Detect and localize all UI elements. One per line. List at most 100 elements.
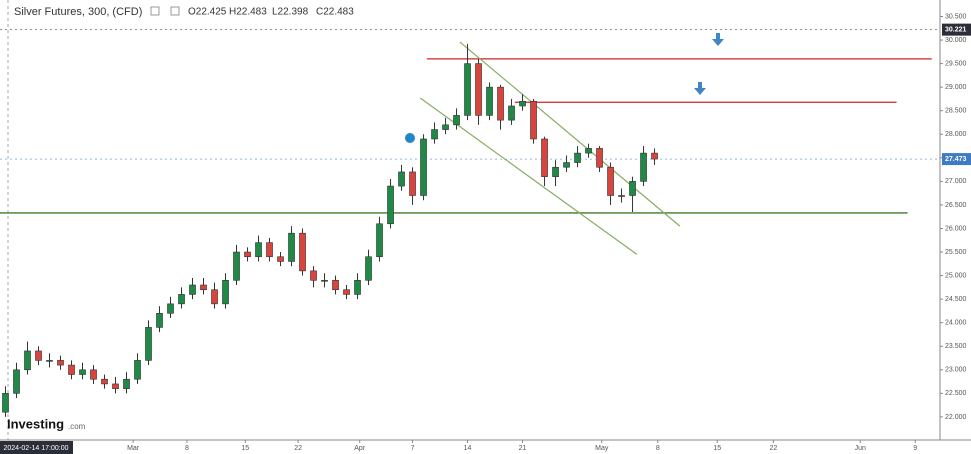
event-flag[interactable] (405, 133, 415, 143)
candle-body (431, 129, 438, 140)
candle-body (310, 270, 317, 281)
candle-body (607, 166, 614, 196)
candle-body (101, 378, 108, 385)
candle-body (244, 251, 251, 258)
candle-body (497, 86, 504, 121)
ohlc-label: H22.483 (229, 7, 267, 18)
candle-body (90, 369, 97, 380)
candle-body (145, 327, 152, 361)
y-tick-label: 25.500 (945, 249, 967, 256)
candle-body (156, 312, 163, 328)
candle-body (640, 152, 647, 182)
candle-body (508, 105, 515, 121)
x-tick-label: 15 (713, 445, 721, 452)
candle-body (387, 185, 394, 225)
x-tick-label: Jun (855, 445, 866, 452)
y-tick-label: 28.000 (945, 131, 967, 138)
candle-body (398, 171, 405, 187)
candle-body (57, 360, 64, 366)
candle-body (288, 232, 295, 262)
candle-body (277, 256, 284, 262)
candle-body (618, 195, 625, 197)
candle-body (255, 242, 262, 258)
candle-body (222, 279, 229, 305)
channel-line (459, 41, 681, 227)
candle-body (233, 251, 240, 281)
candle-body (123, 378, 130, 389)
candle-body (563, 162, 570, 168)
candle-body (629, 181, 636, 196)
candle-body (167, 303, 174, 314)
candle-body (79, 369, 86, 375)
price-tag-box (942, 153, 971, 166)
candle-body (354, 279, 361, 295)
candle-body (46, 360, 53, 362)
x-tick-label: Mar (127, 445, 140, 452)
candle-body (2, 393, 9, 413)
candle-body (35, 350, 42, 361)
candle-body (574, 152, 581, 163)
y-tick-label: 27.000 (945, 178, 967, 185)
logo-suffix: .com (68, 422, 86, 431)
x-tick-label: 21 (519, 445, 527, 452)
y-tick-label: 25.000 (945, 272, 967, 279)
ohlc-label: C22.483 (316, 7, 354, 18)
arrow-shaft (698, 82, 702, 89)
icon (170, 6, 180, 16)
y-tick-label: 23.500 (945, 343, 967, 350)
candle-body (519, 100, 526, 107)
candle-body (112, 383, 119, 389)
x-tick-label: 15 (241, 445, 249, 452)
candle-body (376, 223, 383, 258)
y-tick-label: 23.000 (945, 367, 967, 374)
price-tag-box (942, 23, 971, 36)
x-tick-label: 8 (185, 445, 189, 452)
candle-body (442, 124, 449, 130)
candle-body (134, 360, 141, 380)
y-tick-label: 24.000 (945, 320, 967, 327)
x-tick-label: 22 (294, 445, 302, 452)
candle-body (365, 256, 372, 281)
candle-body (552, 166, 559, 177)
y-tick-label: 30.000 (945, 37, 967, 44)
arrow-shaft (716, 33, 720, 40)
candle-body (332, 279, 339, 291)
candle-body (321, 279, 328, 282)
candle-body (453, 115, 460, 126)
arrow (694, 33, 724, 95)
chart-title: Silver Futures, 300, (CFD) (14, 6, 142, 18)
y-tick-label: 30.500 (945, 13, 967, 20)
logo: Investing (7, 416, 64, 431)
candle-body (541, 138, 548, 177)
y-tick-label: 22.500 (945, 390, 967, 397)
x-tick-label: 7 (411, 445, 415, 452)
y-tick-label: 29.000 (945, 84, 967, 91)
y-tick-label: 22.000 (945, 414, 967, 421)
candle-body (211, 289, 218, 305)
candle-body (13, 369, 20, 394)
x-tick-label: 8 (656, 445, 660, 452)
arrow-head (712, 39, 724, 46)
ohlc-label: O22.425 (188, 7, 227, 18)
price-tag: 30.221 (945, 26, 967, 33)
candle-body (299, 232, 306, 272)
x-tick-label: 14 (464, 445, 472, 452)
y-tick-label: 28.500 (945, 108, 967, 115)
candle-body (420, 138, 427, 196)
x-tick-label: 9 (913, 445, 917, 452)
x-tick-label: 22 (769, 445, 777, 452)
x-tick-label: May (595, 445, 609, 452)
icon (150, 6, 160, 16)
candle-body (475, 63, 482, 116)
candle-body (596, 148, 603, 168)
y-tick-label: 26.000 (945, 225, 967, 232)
y-tick-label: 26.500 (945, 202, 967, 209)
candle-body (200, 284, 207, 291)
candle-body (651, 152, 658, 160)
candle-body (68, 364, 75, 375)
y-tick-label: 24.500 (945, 296, 967, 303)
candle-body (530, 100, 537, 140)
